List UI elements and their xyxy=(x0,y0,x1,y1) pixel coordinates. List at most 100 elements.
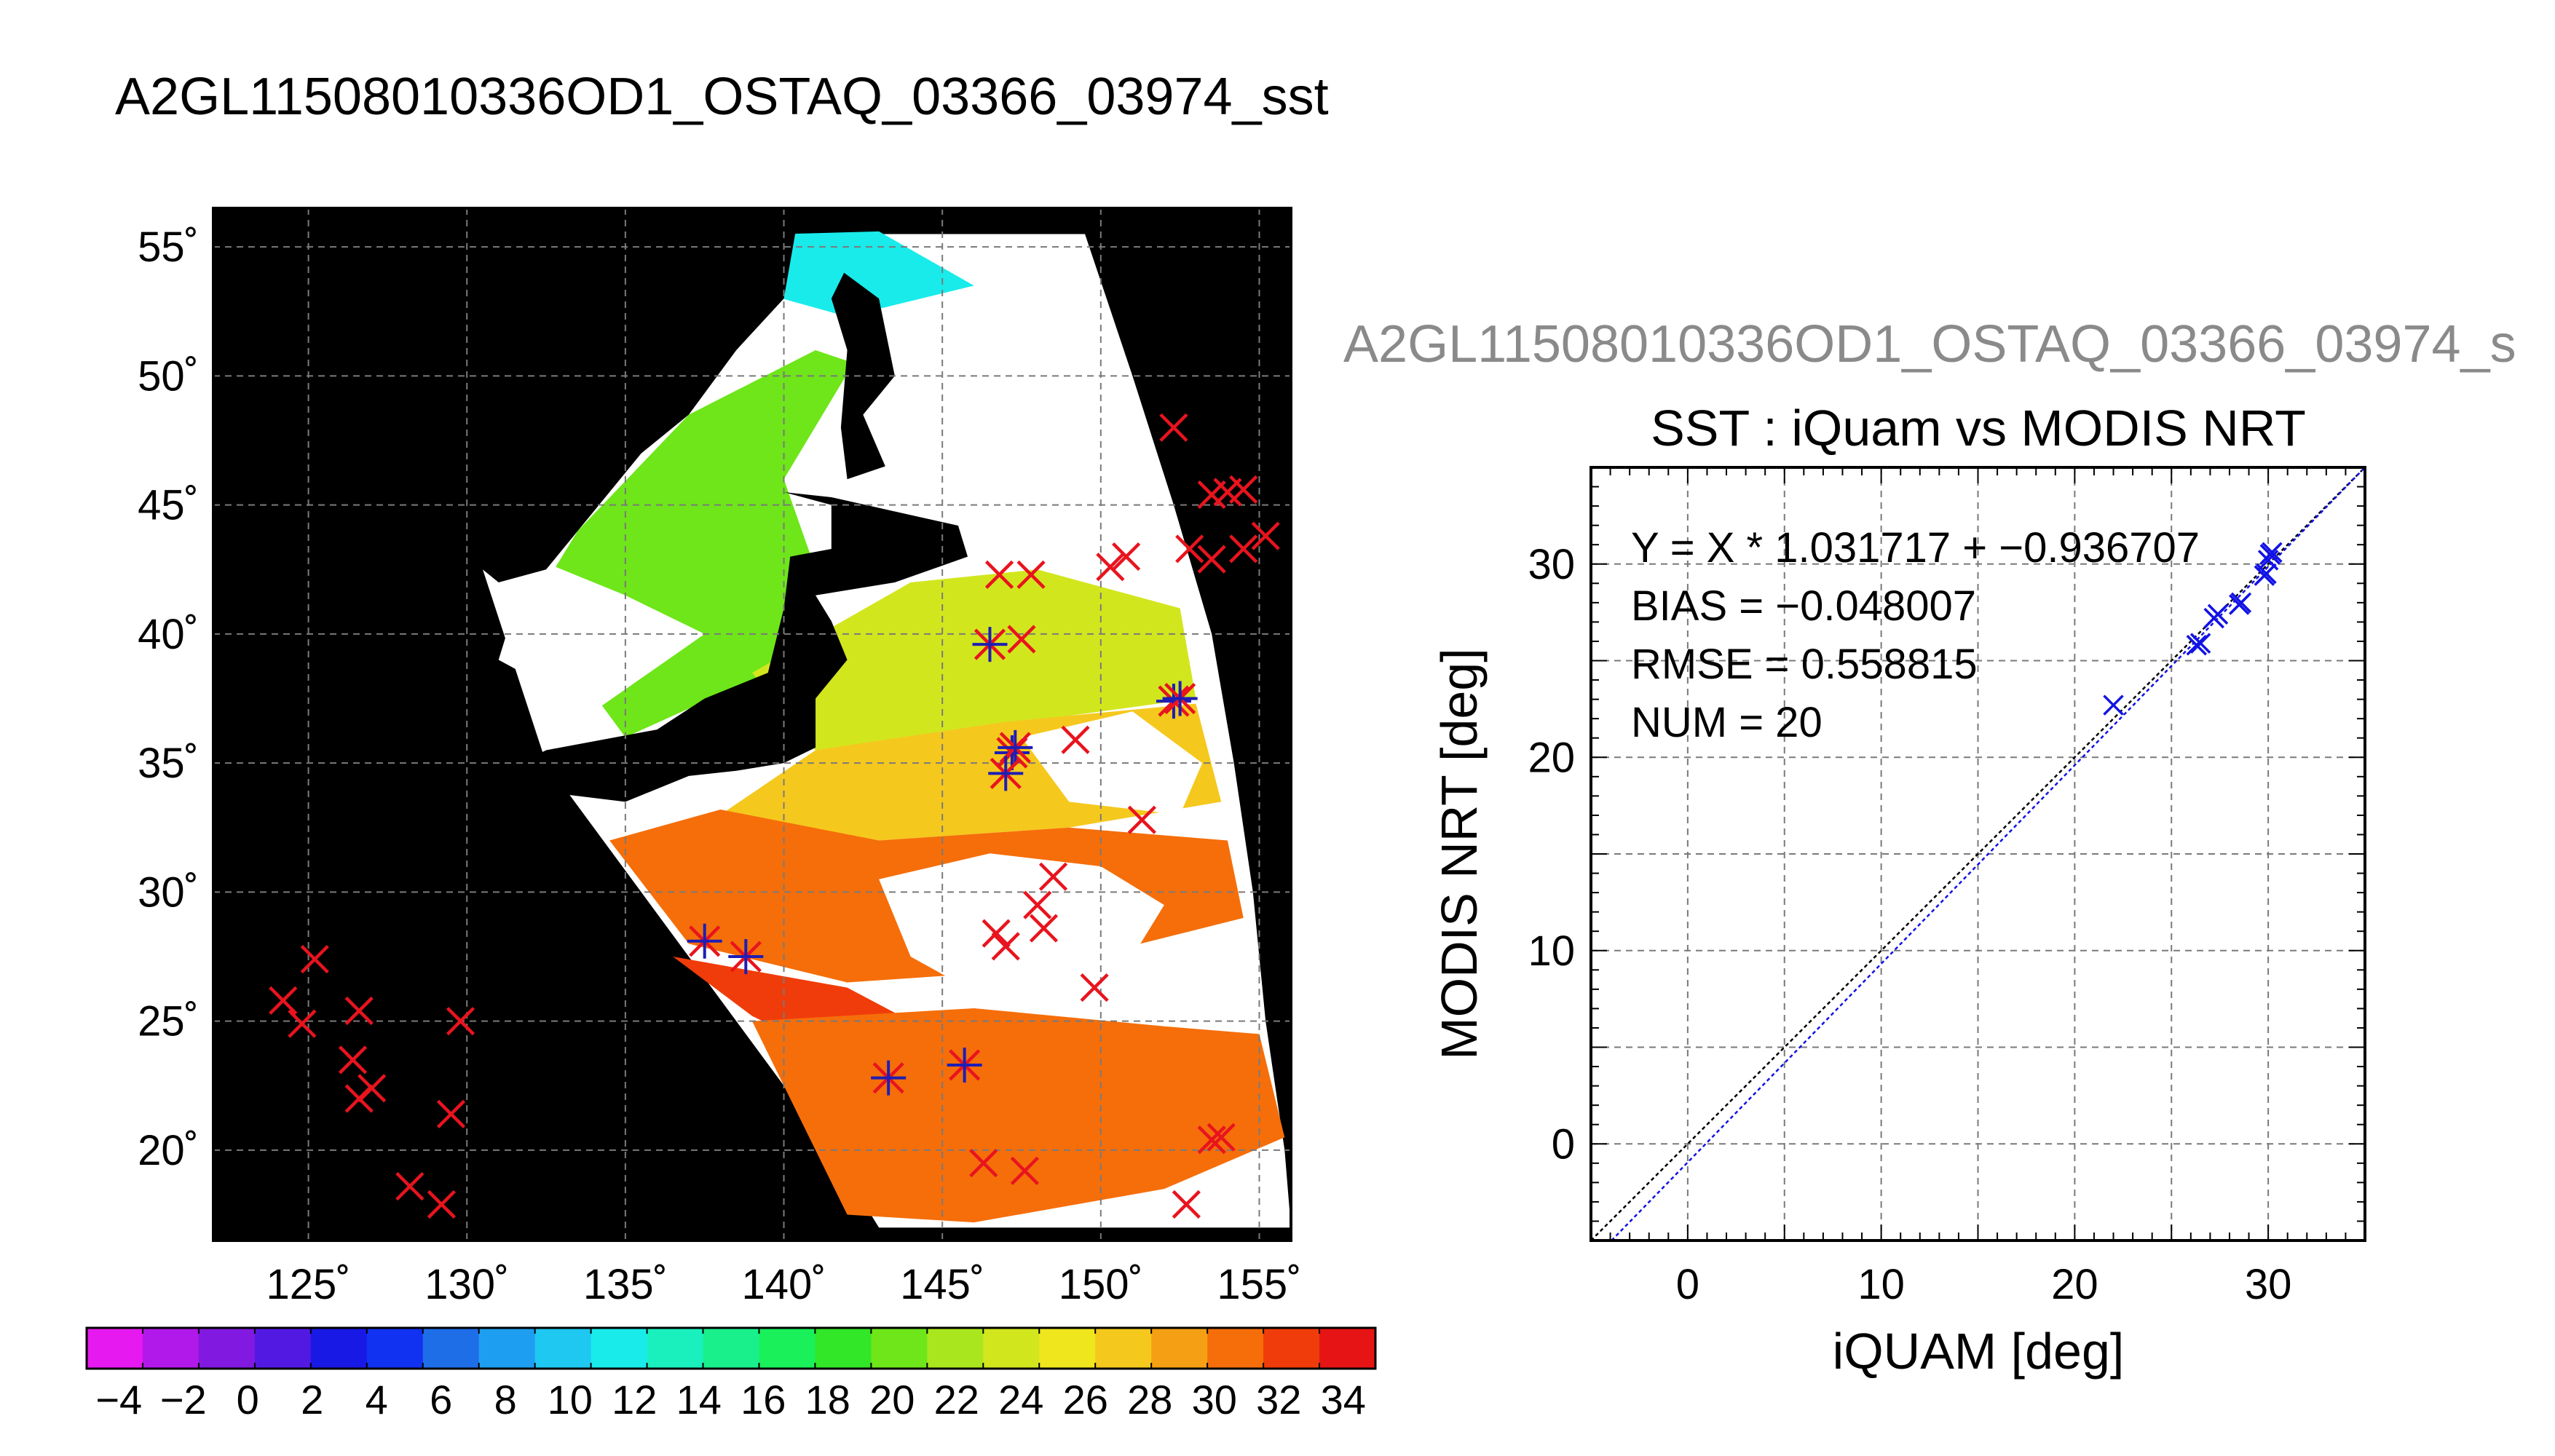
matchup-red-marker xyxy=(395,1171,424,1201)
colorbar-segment xyxy=(703,1328,760,1369)
colorbar-segment xyxy=(422,1328,480,1369)
colorbar-segment xyxy=(1263,1328,1320,1369)
colorbar-tick-label: 16 xyxy=(741,1377,786,1423)
stats-annotation: NUM = 20 xyxy=(1631,699,1823,746)
matchup-red-marker xyxy=(1159,413,1188,442)
colorbar-segment xyxy=(759,1328,816,1369)
map-x-tick-label: 145˚ xyxy=(900,1261,984,1308)
matchup-red-marker xyxy=(344,1084,374,1113)
colorbar-segment xyxy=(366,1328,424,1369)
colorbar-segment xyxy=(1039,1328,1096,1369)
colorbar-segment xyxy=(310,1328,368,1369)
map-y-tick-label: 30˚ xyxy=(138,869,199,916)
matchup-red-marker xyxy=(436,1099,466,1128)
scatter-x-tick-label: 30 xyxy=(2245,1261,2292,1308)
scatter-x-tick-label: 20 xyxy=(2051,1261,2098,1308)
scatter-point xyxy=(2207,604,2229,625)
colorbar-tick-label: 0 xyxy=(237,1377,259,1423)
matchup-red-marker xyxy=(338,1045,368,1075)
matchup-red-marker xyxy=(1207,1123,1236,1152)
stats-annotation: BIAS = −0.048007 xyxy=(1631,582,1976,630)
colorbar-segment xyxy=(87,1328,143,1369)
matchup-red-marker xyxy=(991,932,1020,961)
colorbar-segment xyxy=(142,1328,200,1369)
map-y-tick-label: 35˚ xyxy=(138,740,199,787)
matchup-red-marker xyxy=(288,1009,317,1038)
cloud-patch xyxy=(1202,957,1260,1021)
colorbar-segment xyxy=(1207,1328,1264,1369)
colorbar-tick-label: 30 xyxy=(1192,1377,1237,1423)
map-x-tick-label: 150˚ xyxy=(1059,1261,1143,1308)
colorbar-segment xyxy=(1319,1328,1376,1369)
colorbar-segment xyxy=(983,1328,1040,1369)
colorbar-tick-label: −2 xyxy=(160,1377,207,1423)
matchup-red-marker xyxy=(969,1149,998,1178)
map-y-tick-label: 25˚ xyxy=(138,998,199,1045)
scatter-point xyxy=(2186,635,2208,656)
matchup-red-marker xyxy=(1029,914,1059,943)
matchup-red-marker xyxy=(1023,890,1052,919)
scatter-plot: SST : iQuam vs MODIS NRT 0 10 20 300102030 … xyxy=(1431,400,2366,1380)
matchup-red-marker xyxy=(1127,805,1157,834)
colorbar-segment xyxy=(591,1328,648,1369)
matchup-red-marker xyxy=(1016,560,1046,589)
scatter-x-tick-label: 10 xyxy=(1857,1261,1905,1308)
scatter-point xyxy=(2256,563,2277,585)
matchup-red-marker xyxy=(984,560,1014,589)
matchup-red-marker xyxy=(1229,534,1258,563)
matchup-red-marker xyxy=(1197,545,1226,574)
land-mass xyxy=(467,208,800,583)
colorbar-tick-label: 10 xyxy=(548,1377,593,1423)
colorbar-tick-label: 28 xyxy=(1127,1377,1172,1423)
matchup-red-marker xyxy=(446,1007,475,1036)
x-axis-label: iQUAM [deg] xyxy=(1833,1323,2125,1380)
matchup-red-marker xyxy=(344,996,374,1026)
sst-band-tropical-west-pacific xyxy=(752,1008,1285,1223)
matchup-red-marker xyxy=(1007,625,1036,654)
scatter-y-tick-label: 10 xyxy=(1528,927,1575,975)
sst-map: 125˚ 130˚ 135˚ 140˚ 145˚ 150˚ 155˚ 20˚ 25˚ 30˚ 35˚… xyxy=(85,207,1377,1423)
matchup-red-marker xyxy=(1010,1156,1039,1185)
matchup-red-marker xyxy=(300,945,329,974)
scatter-file-title: A2GL11508010336OD1_OSTAQ_03366_03974_s xyxy=(1343,315,2516,373)
map-x-tick-label: 155˚ xyxy=(1217,1261,1301,1308)
colorbar-segment xyxy=(927,1328,984,1369)
colorbar-tick-label: 14 xyxy=(676,1377,722,1423)
colorbar-segment xyxy=(254,1328,312,1369)
colorbar-segment xyxy=(198,1328,256,1369)
sst-field xyxy=(467,208,1291,1223)
scatter-x-tick-label: 0 xyxy=(1676,1261,1699,1308)
matchup-red-marker xyxy=(1197,1125,1226,1155)
colorbar-tick-label: 22 xyxy=(934,1377,979,1423)
colorbar-tick-label: 34 xyxy=(1321,1377,1366,1423)
colorbar-tick-label: 20 xyxy=(869,1377,915,1423)
cloud-patch xyxy=(831,401,1117,505)
map-y-tick-label: 55˚ xyxy=(138,223,199,271)
matchup-red-marker xyxy=(1251,521,1280,550)
matchup-red-marker xyxy=(1061,725,1090,754)
map-x-tick-label: 125˚ xyxy=(266,1261,351,1308)
scatter-point xyxy=(2189,633,2211,654)
map-x-tick-label: 140˚ xyxy=(741,1261,826,1308)
matchup-red-marker xyxy=(427,1190,457,1219)
colorbar-frame xyxy=(85,1326,1377,1370)
colorbar-segment xyxy=(815,1328,872,1369)
y-axis-label: MODIS NRT [deg] xyxy=(1431,648,1488,1059)
matchup-red-marker xyxy=(1229,475,1258,504)
land-mass xyxy=(483,491,968,815)
colorbar-segment xyxy=(871,1328,928,1369)
colorbar-segment xyxy=(647,1328,704,1369)
sst-band-kuroshio-extension xyxy=(752,569,1196,751)
scatter-y-tick-label: 20 xyxy=(1528,734,1575,781)
matchup-red-marker xyxy=(358,1074,387,1103)
colorbar-segment xyxy=(1095,1328,1152,1369)
matchup-red-marker xyxy=(1080,973,1109,1002)
colorbar-segment xyxy=(478,1328,536,1369)
colorbar-tick-label: −4 xyxy=(95,1377,142,1423)
scatter-point xyxy=(2230,592,2252,614)
colorbar-tick-label: 24 xyxy=(998,1377,1043,1423)
map-y-tick-label: 50˚ xyxy=(138,352,199,400)
scatter-y-tick-label: 0 xyxy=(1552,1120,1575,1168)
matchup-red-marker xyxy=(1038,862,1068,891)
